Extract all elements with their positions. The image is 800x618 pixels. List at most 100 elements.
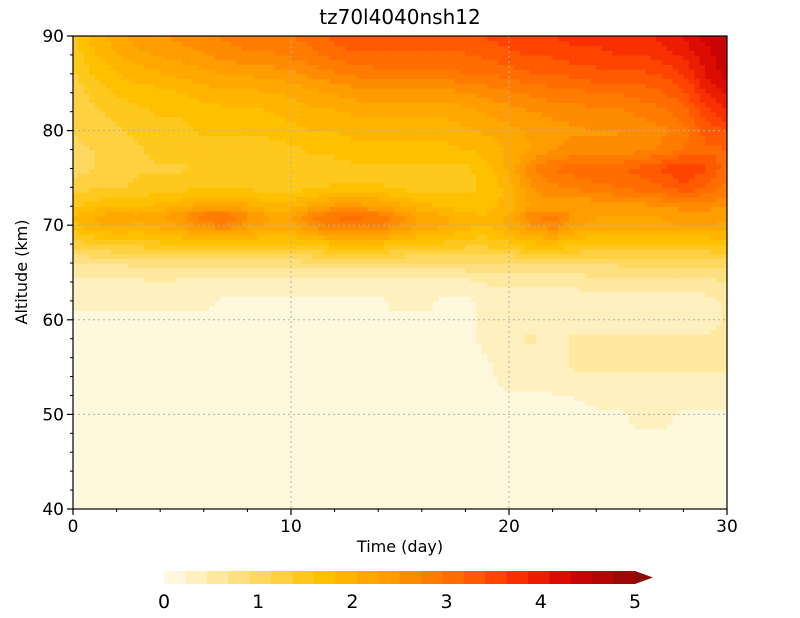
heatmap-cell bbox=[269, 362, 276, 368]
heatmap-cell bbox=[601, 414, 608, 420]
heatmap-cell bbox=[116, 504, 123, 509]
heatmap-cell bbox=[672, 352, 679, 359]
heatmap-cell bbox=[672, 442, 679, 449]
heatmap-cell bbox=[89, 471, 96, 477]
heatmap-cell bbox=[192, 442, 199, 449]
heatmap-cell bbox=[83, 471, 90, 477]
heatmap-cell bbox=[628, 490, 635, 496]
heatmap-cell bbox=[143, 428, 150, 434]
heatmap-cell bbox=[165, 362, 172, 368]
heatmap-cell bbox=[350, 438, 357, 444]
heatmap-cell bbox=[100, 490, 107, 496]
heatmap-cell bbox=[432, 480, 439, 486]
heatmap-cell bbox=[677, 494, 684, 501]
heatmap-cell bbox=[132, 357, 139, 363]
heatmap-cell bbox=[421, 419, 428, 425]
heatmap-cell bbox=[454, 447, 461, 453]
heatmap-cell bbox=[116, 390, 123, 397]
heatmap-cell bbox=[596, 423, 603, 430]
heatmap-cell bbox=[274, 456, 281, 463]
heatmap-cell bbox=[585, 452, 592, 458]
heatmap-cell bbox=[394, 338, 401, 345]
heatmap-cell bbox=[323, 400, 330, 406]
heatmap-cell bbox=[149, 419, 156, 425]
heatmap-cell bbox=[356, 485, 363, 491]
heatmap-cell bbox=[367, 404, 374, 411]
heatmap-cell bbox=[509, 485, 516, 491]
heatmap-cell bbox=[312, 499, 319, 505]
heatmap-cell bbox=[601, 352, 608, 359]
heatmap-cell bbox=[716, 428, 723, 434]
heatmap-cell bbox=[459, 395, 466, 401]
heatmap-cell bbox=[677, 386, 684, 392]
heatmap-cell bbox=[699, 319, 706, 326]
heatmap-cell bbox=[525, 490, 532, 496]
heatmap-cell bbox=[443, 428, 450, 434]
heatmap-cell bbox=[389, 490, 396, 496]
heatmap-cell bbox=[410, 352, 417, 359]
heatmap-cell bbox=[247, 338, 254, 345]
heatmap-cell bbox=[503, 343, 510, 349]
heatmap-cell bbox=[252, 395, 259, 401]
heatmap-cell bbox=[350, 343, 357, 349]
heatmap-cell bbox=[487, 400, 494, 406]
heatmap-cell bbox=[438, 352, 445, 359]
heatmap-cell bbox=[405, 400, 412, 406]
heatmap-cell bbox=[476, 395, 483, 401]
heatmap-cell bbox=[563, 315, 570, 321]
heatmap-cell bbox=[449, 504, 456, 509]
heatmap-cell bbox=[345, 310, 352, 316]
heatmap-cell bbox=[688, 409, 695, 415]
heatmap-cell bbox=[312, 376, 319, 382]
heatmap-cell bbox=[312, 348, 319, 354]
heatmap-cell bbox=[694, 428, 701, 434]
heatmap-cell bbox=[143, 357, 150, 363]
heatmap-cell bbox=[350, 310, 357, 316]
heatmap-cell bbox=[410, 343, 417, 349]
heatmap-cell bbox=[639, 447, 646, 453]
heatmap-cell bbox=[618, 395, 625, 401]
heatmap-cell bbox=[410, 348, 417, 354]
heatmap-cell bbox=[623, 376, 630, 382]
heatmap-cell bbox=[596, 348, 603, 354]
heatmap-cell bbox=[530, 324, 537, 330]
heatmap-cell bbox=[498, 438, 505, 444]
heatmap-cell bbox=[350, 466, 357, 472]
heatmap-cell bbox=[394, 343, 401, 349]
heatmap-cell bbox=[334, 490, 341, 496]
heatmap-cell bbox=[694, 504, 701, 509]
heatmap-cell bbox=[247, 367, 254, 373]
heatmap-cell bbox=[154, 494, 161, 501]
heatmap-cell bbox=[476, 310, 483, 316]
heatmap-cell bbox=[716, 386, 723, 392]
heatmap-cell bbox=[710, 348, 717, 354]
heatmap-cell bbox=[280, 452, 287, 458]
heatmap-cell bbox=[487, 447, 494, 453]
heatmap-cell bbox=[105, 315, 112, 321]
heatmap-cell bbox=[563, 409, 570, 415]
heatmap-cell bbox=[607, 333, 614, 340]
heatmap-cell bbox=[312, 471, 319, 477]
heatmap-cell bbox=[329, 324, 336, 330]
heatmap-cell bbox=[89, 376, 96, 382]
heatmap-cell bbox=[318, 485, 325, 491]
heatmap-cell bbox=[438, 357, 445, 363]
heatmap-cell bbox=[361, 447, 368, 453]
heatmap-cell bbox=[498, 475, 505, 482]
heatmap-cell bbox=[291, 352, 298, 359]
heatmap-cell bbox=[410, 471, 417, 477]
heatmap-cell bbox=[203, 324, 210, 330]
heatmap-cell bbox=[585, 504, 592, 509]
heatmap-cell bbox=[323, 471, 330, 477]
heatmap-cell bbox=[94, 386, 101, 392]
heatmap-cell bbox=[721, 438, 727, 444]
heatmap-cell bbox=[83, 438, 90, 444]
heatmap-cell bbox=[258, 324, 265, 330]
heatmap-cell bbox=[220, 433, 227, 439]
heatmap-cell bbox=[171, 362, 178, 368]
heatmap-cell bbox=[705, 404, 712, 411]
heatmap-cell bbox=[334, 390, 341, 397]
heatmap-cell bbox=[176, 423, 183, 430]
heatmap-cell bbox=[612, 390, 619, 397]
heatmap-cell bbox=[307, 352, 314, 359]
